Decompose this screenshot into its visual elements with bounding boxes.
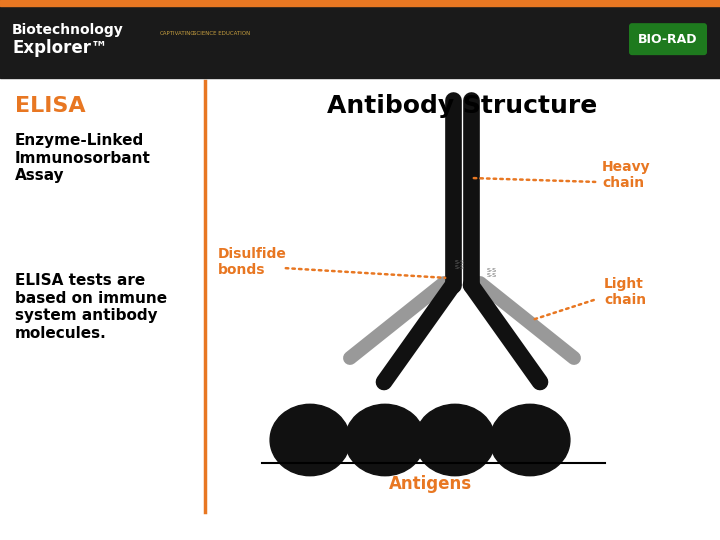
Text: SCIENCE EDUCATION: SCIENCE EDUCATION [193, 31, 251, 36]
Bar [0, 0, 720, 78]
FancyBboxPatch shape [629, 23, 707, 55]
Text: BIO-RAD: BIO-RAD [638, 32, 698, 46]
Text: Enzyme-Linked
Immunosorbant
Assay: Enzyme-Linked Immunosorbant Assay [15, 133, 151, 183]
Text: CAPTIVATING: CAPTIVATING [160, 31, 196, 36]
Text: S-S
S-S: S-S S-S [455, 260, 465, 271]
Text: Heavy
chain: Heavy chain [602, 160, 651, 190]
Text: Light
chain: Light chain [604, 277, 646, 307]
Ellipse shape [490, 404, 570, 476]
Bar [0, 0, 720, 6]
Text: Biotechnology: Biotechnology [12, 23, 124, 37]
Text: ELISA: ELISA [15, 96, 86, 116]
Ellipse shape [415, 404, 495, 476]
Text: Explorer™: Explorer™ [12, 39, 107, 57]
Ellipse shape [345, 404, 425, 476]
Text: Antibody Structure: Antibody Structure [327, 94, 597, 118]
Text: ELISA tests are
based on immune
system antibody
molecules.: ELISA tests are based on immune system a… [15, 273, 167, 341]
Text: Disulfide
bonds: Disulfide bonds [218, 247, 287, 277]
Ellipse shape [270, 404, 350, 476]
Text: S-S
S-S: S-S S-S [487, 268, 497, 279]
Text: Antigens: Antigens [388, 475, 472, 493]
